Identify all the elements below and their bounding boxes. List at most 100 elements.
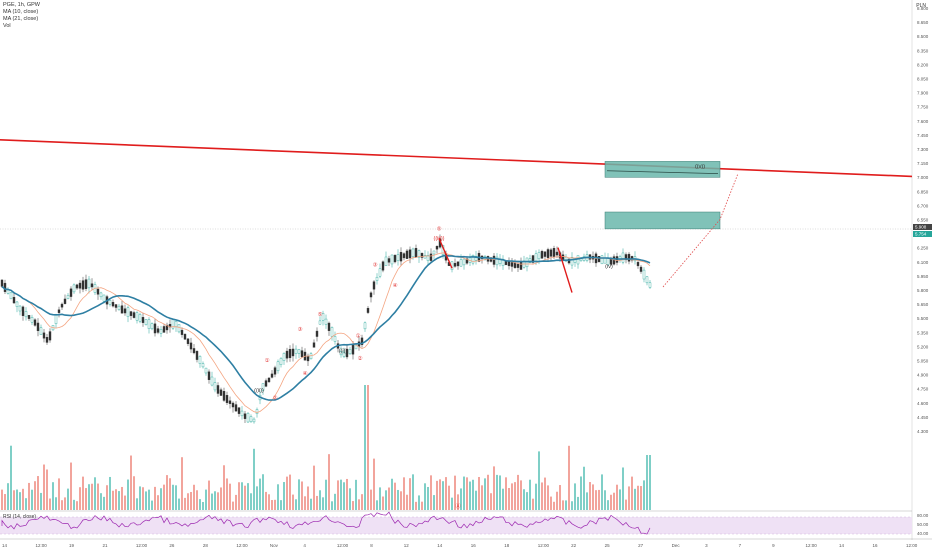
projection-path (662, 173, 739, 288)
volume-bar (481, 485, 483, 510)
volume-bar (490, 493, 492, 510)
candle-body (342, 352, 346, 357)
volume-bar (301, 481, 303, 510)
x-tick-label: 22 (571, 543, 577, 548)
y-tick-label: 8.500 (917, 34, 929, 39)
volume-bar (493, 466, 495, 510)
volume-bar (382, 496, 384, 510)
candle-body (423, 254, 427, 259)
y-tick-label: 5.200 (917, 344, 929, 349)
candle-body (642, 269, 646, 280)
candle-body (147, 319, 151, 329)
volume-bar (160, 488, 162, 510)
candle-body (195, 350, 199, 360)
x-tick-label: 21 (102, 543, 108, 548)
volume-bar (211, 493, 213, 510)
candle-body (390, 254, 394, 265)
volume-bar (310, 498, 312, 510)
candle-body (192, 348, 196, 354)
volume-bar (304, 496, 306, 510)
candle-body (549, 249, 553, 257)
y-tick-label: 4.900 (917, 373, 929, 378)
wave-label: ((i)) (339, 349, 348, 355)
volume-bar (199, 499, 201, 510)
volume-bar (589, 482, 591, 510)
candle-body (471, 255, 475, 264)
volume-bar (145, 491, 147, 510)
candle-body (420, 253, 424, 258)
volume-bar (187, 493, 189, 510)
volume-bar (583, 466, 585, 510)
volume-bar (4, 494, 6, 510)
volume-bar (577, 496, 579, 510)
candle-body (519, 261, 523, 270)
candle-body (201, 363, 205, 368)
volume-bar (73, 499, 75, 510)
candle-body (504, 261, 508, 266)
candle-body (150, 323, 154, 330)
volume-bar (598, 489, 600, 510)
candle-body (144, 319, 148, 325)
volume-bar (178, 498, 180, 510)
candle-body (369, 292, 373, 298)
candle-body (324, 318, 328, 325)
candle-body (408, 249, 412, 259)
wave-label: ② (358, 355, 363, 362)
volume-bar (91, 483, 93, 510)
candle-body (246, 413, 250, 423)
candle-body (69, 288, 73, 297)
volume-bar (640, 486, 642, 510)
candle-body (567, 258, 571, 264)
volume-bar (106, 485, 108, 510)
x-tick-label: 12:00 (538, 543, 550, 548)
volume-bar (373, 458, 375, 510)
x-tick-label: 26 (169, 543, 175, 548)
candle-body (288, 349, 292, 359)
candle-body (21, 306, 25, 316)
candle-body (456, 261, 460, 267)
volume-bar (535, 483, 537, 510)
y-tick-label: 6.100 (917, 260, 929, 265)
volume-bar (337, 480, 339, 510)
candle-body (0, 279, 4, 287)
volume-bar (502, 488, 504, 510)
volume-bar (31, 489, 33, 510)
candle-body (264, 380, 268, 387)
legend-volume: Vol (3, 23, 11, 29)
volume-bar (532, 498, 534, 510)
volume-bar (208, 480, 210, 510)
volume-bar (460, 488, 462, 510)
volume-bar (49, 498, 51, 510)
candle-body (45, 337, 49, 343)
volume-bar (403, 477, 405, 510)
volume-bar (388, 487, 390, 510)
candle-body (189, 342, 193, 350)
wave-label: ① (356, 334, 361, 340)
candle-body (375, 276, 379, 281)
candle-body (426, 255, 430, 261)
candle-body (270, 373, 274, 378)
volume-bar (298, 479, 300, 510)
candle-body (555, 251, 559, 256)
candle-body (276, 361, 280, 372)
target-zone-box (604, 211, 721, 230)
wave-label: ((ii)) (254, 388, 264, 394)
candle-body (525, 257, 529, 268)
candle-body (75, 284, 79, 289)
volume-bar (7, 483, 9, 510)
volume-bar (529, 479, 531, 510)
candle-body (327, 322, 331, 331)
volume-bar (430, 475, 432, 510)
volume-bar (409, 478, 411, 510)
volume-bar (94, 477, 96, 510)
volume-bar (424, 483, 426, 510)
candle-body (84, 279, 88, 289)
volume-bar (262, 474, 264, 510)
volume-bar (628, 486, 630, 510)
wave-label: ② (273, 394, 278, 401)
volume-bar (175, 485, 177, 510)
volume-bar (463, 476, 465, 510)
y-tick-label: 7.900 (917, 91, 929, 96)
